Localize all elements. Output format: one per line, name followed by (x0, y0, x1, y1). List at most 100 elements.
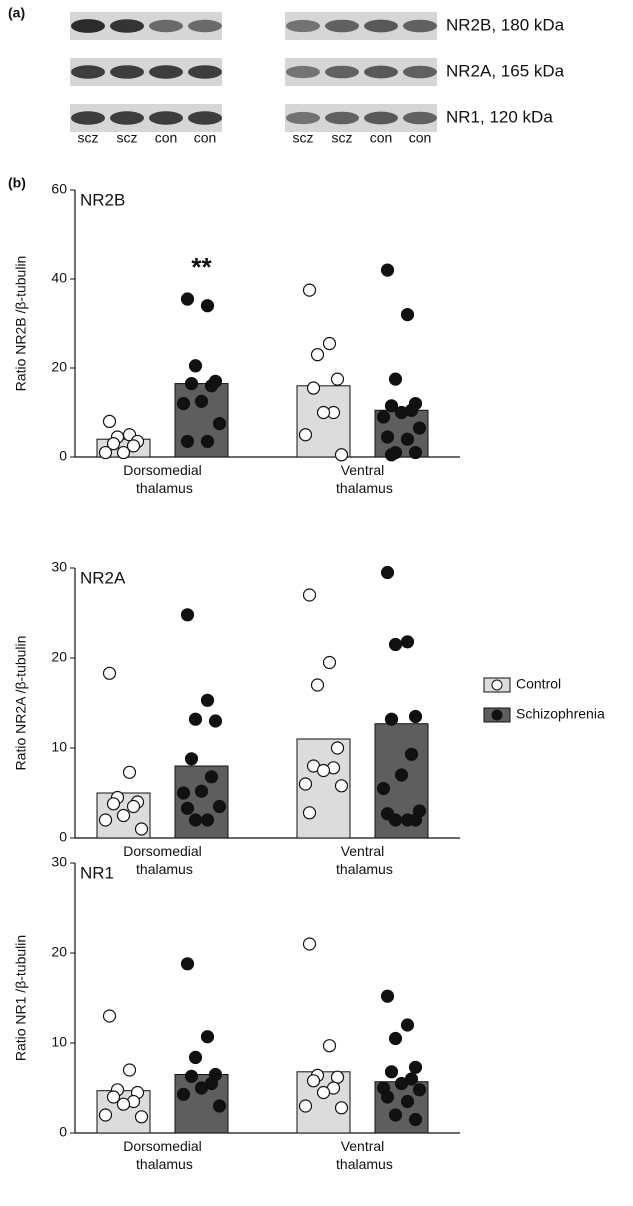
data-point (410, 1114, 422, 1126)
blot-band (403, 66, 437, 79)
blot-band (364, 66, 398, 79)
data-point (178, 1088, 190, 1100)
blot-band (403, 20, 437, 33)
legend-marker (492, 710, 502, 720)
data-point (386, 449, 398, 461)
data-point (190, 814, 202, 826)
data-point (402, 433, 414, 445)
lane-label: scz (293, 130, 314, 146)
data-point (104, 667, 116, 679)
data-point (214, 1100, 226, 1112)
y-tick-label: 0 (59, 829, 67, 845)
data-point (304, 589, 316, 601)
data-point (182, 609, 194, 621)
data-point (118, 1098, 130, 1110)
data-point (118, 447, 130, 459)
data-point (308, 1075, 320, 1087)
y-tick-label: 40 (51, 270, 67, 286)
data-point (336, 780, 348, 792)
data-point (396, 1078, 408, 1090)
lane-label: con (194, 130, 217, 146)
data-point (414, 1084, 426, 1096)
x-tick-label: Ventral thalamus (332, 462, 393, 496)
data-point (318, 765, 330, 777)
blot-band (71, 19, 105, 33)
data-point (336, 1102, 348, 1114)
data-point (396, 407, 408, 419)
lane-label: con (370, 130, 393, 146)
y-axis-label: Ratio NR2A /β-tubulin (13, 636, 29, 771)
x-tick-label: Dorsomedial thalamus (123, 1138, 202, 1172)
lane-label: con (409, 130, 432, 146)
data-point (390, 373, 402, 385)
data-point (332, 1071, 344, 1083)
blot-band (286, 66, 320, 78)
data-point (186, 378, 198, 390)
blot-band (286, 20, 320, 32)
panel-label: (b) (8, 175, 26, 191)
data-point (190, 713, 202, 725)
legend-marker (492, 680, 502, 690)
blot-band (325, 20, 359, 33)
blot-band (110, 111, 144, 124)
data-point (336, 449, 348, 461)
data-point (410, 711, 422, 723)
data-point (108, 798, 120, 810)
data-point (206, 771, 218, 783)
legend-label: Schizophrenia (516, 706, 605, 722)
data-point (196, 395, 208, 407)
data-point (124, 1064, 136, 1076)
data-point (300, 1100, 312, 1112)
blot-band (110, 19, 144, 33)
data-point (182, 802, 194, 814)
data-point (100, 814, 112, 826)
data-point (414, 422, 426, 434)
data-point (202, 1031, 214, 1043)
data-point (186, 1070, 198, 1082)
data-point (136, 823, 148, 835)
y-tick-label: 10 (51, 739, 67, 755)
data-point (210, 715, 222, 727)
data-point (312, 349, 324, 361)
data-point (304, 938, 316, 950)
blot-band (149, 111, 183, 124)
blot-band (364, 20, 398, 33)
data-point (332, 742, 344, 754)
chart-title: NR2A (80, 568, 126, 587)
blot-band (71, 111, 105, 124)
data-point (382, 1091, 394, 1103)
data-point (304, 807, 316, 819)
data-point (104, 1010, 116, 1022)
lane-label: scz (78, 130, 99, 146)
y-tick-label: 10 (51, 1034, 67, 1050)
data-point (202, 300, 214, 312)
data-point (318, 407, 330, 419)
data-point (308, 382, 320, 394)
blot-band (403, 112, 437, 125)
data-point (410, 1061, 422, 1073)
lane-label: con (155, 130, 178, 146)
data-point (378, 783, 390, 795)
data-point (202, 435, 214, 447)
data-point (300, 429, 312, 441)
data-point (390, 639, 402, 651)
y-tick-label: 0 (59, 1124, 67, 1140)
blot-band (188, 65, 222, 78)
data-point (396, 769, 408, 781)
x-tick-label: Dorsomedial thalamus (123, 843, 202, 877)
blot-band (188, 111, 222, 124)
data-point (410, 447, 422, 459)
blot-band (110, 65, 144, 78)
data-point (382, 567, 394, 579)
data-point (100, 1109, 112, 1121)
y-axis-label: Ratio NR1 /β-tubulin (13, 935, 29, 1061)
data-point (182, 435, 194, 447)
blot-band (71, 65, 105, 78)
blot-band (149, 65, 183, 78)
band-label: NR2B, 180 kDa (446, 15, 565, 34)
lane-label: scz (117, 130, 138, 146)
data-point (206, 380, 218, 392)
data-point (318, 1087, 330, 1099)
data-point (386, 1066, 398, 1078)
panel-label: (a) (8, 5, 25, 21)
